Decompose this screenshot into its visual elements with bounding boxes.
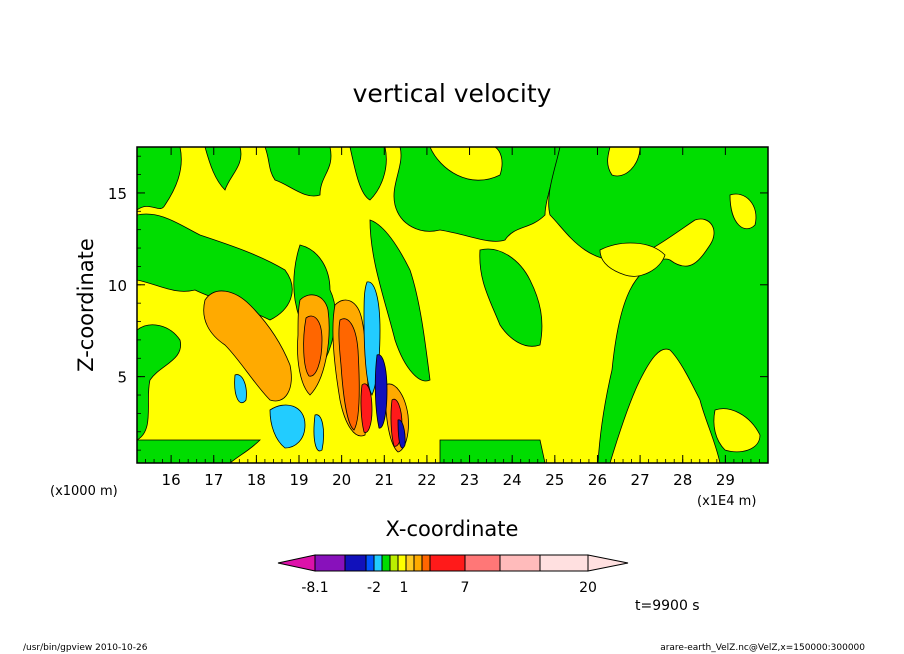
- green-regions: [137, 147, 768, 463]
- colorbar-swatch: [429, 554, 466, 572]
- colorbar-label: -2: [367, 580, 381, 596]
- x-tick-label: 27: [631, 471, 650, 489]
- cyan-region: [269, 404, 306, 449]
- y-axis-title: Z-coordinate: [74, 238, 98, 372]
- colorbar: [277, 554, 629, 572]
- green-region: [369, 219, 431, 382]
- yellow-region: [599, 242, 666, 277]
- footer-right: arare-earth_VelZ.nc@VelZ,x=150000:300000: [660, 643, 865, 653]
- colorbar-swatch: [314, 554, 346, 572]
- orange-region: [203, 290, 292, 402]
- x-tick-label: 28: [673, 471, 692, 489]
- blue-region: [397, 419, 406, 449]
- green-region: [349, 147, 387, 201]
- x-tick-label: 25: [545, 471, 564, 489]
- x-tick-label: 20: [332, 471, 351, 489]
- colorbar-swatch: [373, 554, 383, 572]
- green-region: [137, 147, 182, 211]
- colorbar-swatch: [389, 554, 399, 572]
- colorbar-swatch: [421, 554, 431, 572]
- cyan-region: [313, 414, 324, 452]
- y-tick-label: 5: [117, 369, 127, 387]
- colorbar-label: 20: [579, 580, 597, 596]
- footer-left: /usr/bin/gpview 2010-10-26: [23, 643, 148, 653]
- colorbar-swatch: [405, 554, 415, 572]
- plot-area: [137, 147, 768, 463]
- colorbar-label: 7: [461, 580, 470, 596]
- colorbar-left-arrow: [277, 554, 316, 572]
- x-tick-label: 21: [375, 471, 394, 489]
- dark-orange-region: [303, 315, 323, 377]
- blue-region: [374, 354, 388, 429]
- yellow-islands: [599, 147, 761, 453]
- colorbar-right-arrow: [587, 554, 629, 572]
- x-tick-label: 22: [417, 471, 436, 489]
- colorbar-swatch: [413, 554, 423, 572]
- x-tick-label: 24: [503, 471, 522, 489]
- time-label: t=9900 s: [635, 598, 700, 614]
- green-region: [439, 439, 546, 463]
- cyan-region: [234, 374, 247, 404]
- green-region: [264, 147, 332, 197]
- chart-title: vertical velocity: [353, 79, 552, 108]
- colorbar-swatch: [365, 554, 375, 572]
- x-tick-label: 18: [247, 471, 266, 489]
- x-tick-label: 23: [460, 471, 479, 489]
- x-tick-label: 26: [588, 471, 607, 489]
- green-region: [393, 147, 561, 242]
- colorbar-swatch: [397, 554, 407, 572]
- dark-orange-region: [338, 318, 360, 431]
- x-tick-label: 16: [162, 471, 181, 489]
- yellow-region: [729, 193, 757, 230]
- x-axis: 16 17 18 19 20 21 22 23 24 25 26 27 28 29: [136, 147, 769, 489]
- green-region: [548, 147, 768, 463]
- green-region: [137, 324, 182, 441]
- colorbar-label: -8.1: [301, 580, 328, 596]
- x-tick-label: 19: [289, 471, 308, 489]
- x-axis-title: X-coordinate: [386, 517, 519, 541]
- dark-orange-regions: [303, 315, 360, 431]
- colorbar-swatch: [499, 554, 541, 572]
- colorbar-labels: -8.1 -2 1 7 20: [301, 580, 597, 596]
- green-region: [479, 248, 543, 347]
- colorbar-swatch: [539, 554, 589, 572]
- colorbar-swatch: [381, 554, 391, 572]
- colorbar-swatch: [464, 554, 501, 572]
- colorbar-swatch: [344, 554, 367, 572]
- yellow-region: [713, 408, 761, 453]
- y-tick-label: 10: [108, 277, 127, 295]
- yellow-region: [607, 147, 641, 177]
- y-axis: 5 10 15: [108, 155, 768, 451]
- x-tick-label: 17: [204, 471, 223, 489]
- blue-regions: [374, 354, 406, 449]
- y-axis-unit: (x1000 m): [50, 484, 118, 499]
- x-axis-unit: (x1E4 m): [697, 494, 756, 509]
- green-region: [204, 147, 242, 191]
- x-tick-label: 29: [716, 471, 735, 489]
- y-tick-label: 15: [108, 185, 127, 203]
- green-region: [137, 213, 293, 321]
- colorbar-label: 1: [400, 580, 409, 596]
